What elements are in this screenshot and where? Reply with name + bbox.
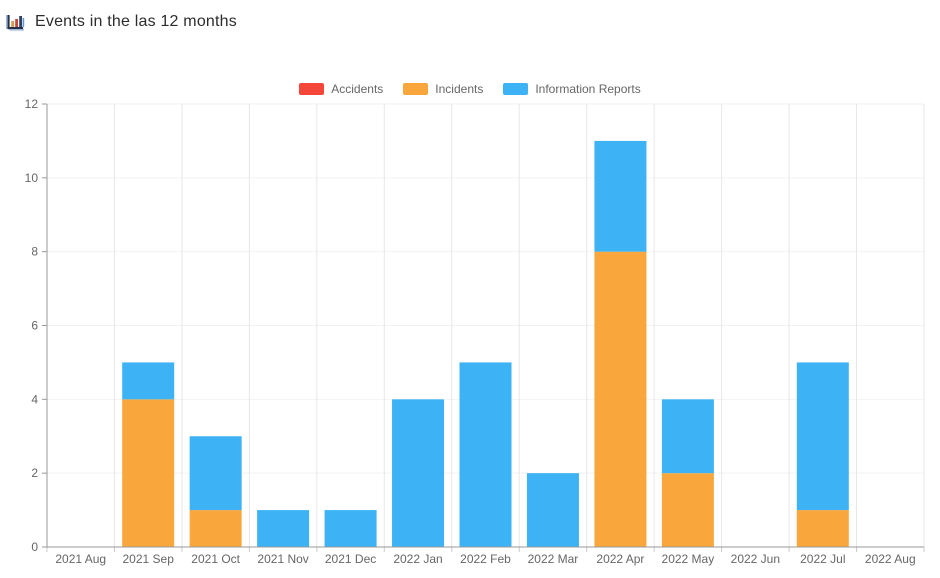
legend-marker-accidents — [299, 83, 325, 95]
bar-incidents-2022-jul[interactable] — [796, 510, 849, 547]
x-tick-label-2021-sep: 2021 Sep — [122, 552, 174, 566]
legend-label: Accidents — [331, 82, 384, 96]
x-tick-label-2022-apr: 2022 Apr — [596, 552, 644, 566]
x-tick-label-2021-dec: 2021 Dec — [325, 552, 376, 566]
y-tick-label: 10 — [25, 171, 39, 185]
bar-information-reports-2021-sep[interactable] — [122, 362, 175, 400]
stacked-bar-chart: 0 2 4 6 8 10 12 2021 Aug 2021 Sep 2021 Oct 2021 No… — [25, 98, 925, 566]
x-tick-label-2022-may: 2022 May — [662, 552, 715, 566]
y-tick-label: 12 — [25, 98, 39, 111]
bar-chart-icon — [5, 11, 26, 32]
x-tick-label-2022-jan: 2022 Jan — [393, 552, 442, 566]
bar-incidents-2022-apr[interactable] — [594, 251, 647, 547]
bar-incidents-2022-may[interactable] — [661, 473, 714, 547]
bar-information-reports-2022-mar[interactable] — [526, 473, 579, 547]
y-tick-label: 8 — [31, 245, 38, 259]
bar-incidents-2021-oct[interactable] — [189, 510, 242, 547]
x-tick-label-2022-mar: 2022 Mar — [528, 552, 579, 566]
chart-header: Events in the las 12 months — [5, 11, 237, 32]
x-tick-label-2021-nov: 2021 Nov — [257, 552, 308, 566]
y-tick-label: 0 — [31, 540, 38, 554]
bar-information-reports-2022-apr[interactable] — [594, 140, 647, 252]
bar-incidents-2021-sep[interactable] — [122, 399, 175, 547]
chart-legend: Accidents Incidents Information Reports — [0, 82, 940, 96]
x-tick-label-2021-aug: 2021 Aug — [55, 552, 106, 566]
legend-item-incidents[interactable]: Incidents — [403, 82, 483, 96]
y-tick-label: 6 — [31, 319, 38, 333]
bar-information-reports-2022-feb[interactable] — [459, 362, 512, 547]
bar-information-reports-2021-dec[interactable] — [324, 510, 377, 547]
legend-label: Information Reports — [535, 82, 641, 96]
bar-information-reports-2022-jul[interactable] — [796, 362, 849, 511]
x-tick-label-2022-jul: 2022 Jul — [800, 552, 845, 566]
legend-marker-incidents — [403, 83, 429, 95]
x-tick-label-2022-aug: 2022 Aug — [865, 552, 916, 566]
y-tick-label: 4 — [31, 392, 38, 406]
y-tick-label: 2 — [31, 466, 38, 480]
legend-item-information-reports[interactable]: Information Reports — [503, 82, 641, 96]
legend-label: Incidents — [435, 82, 484, 96]
x-tick-label-2022-jun: 2022 Jun — [731, 552, 780, 566]
bar-information-reports-2021-oct[interactable] — [189, 436, 242, 511]
legend-item-accidents[interactable]: Accidents — [299, 82, 383, 96]
chart-title: Events in the las 12 months — [35, 12, 237, 30]
x-tick-label-2022-feb: 2022 Feb — [460, 552, 511, 566]
legend-marker-information-reports — [503, 83, 529, 95]
x-tick-label-2021-oct: 2021 Oct — [191, 552, 240, 566]
bar-information-reports-2021-nov[interactable] — [257, 510, 310, 547]
bar-information-reports-2022-jan[interactable] — [392, 399, 445, 547]
bar-information-reports-2022-may[interactable] — [661, 399, 714, 474]
